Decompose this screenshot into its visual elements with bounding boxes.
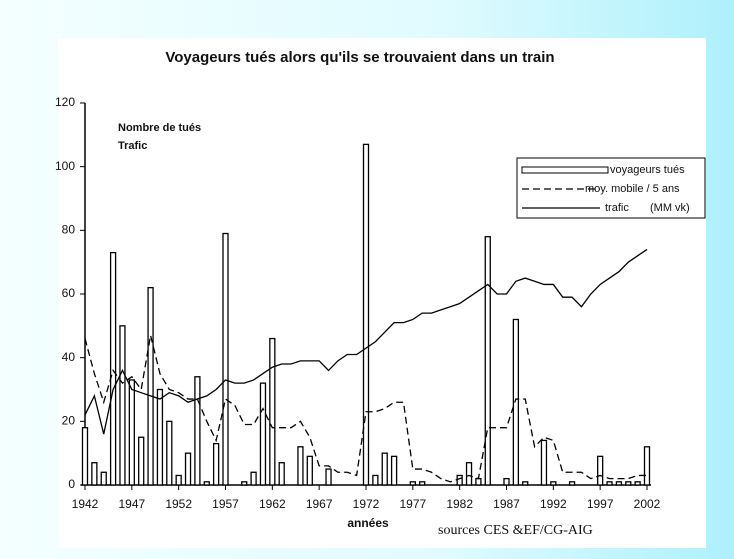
y-tick-label: 0 <box>68 477 75 491</box>
bar <box>512 318 520 486</box>
bar <box>503 477 510 486</box>
bar <box>166 420 173 486</box>
y-label: Nombre de tués <box>118 122 201 134</box>
line <box>84 248 648 435</box>
bar <box>419 481 426 486</box>
legend-label: trafic <box>605 202 629 214</box>
bar <box>568 481 576 486</box>
bar <box>381 452 388 486</box>
x-tick-label: 1957 <box>212 497 239 511</box>
bar <box>203 481 210 486</box>
bar <box>550 481 557 486</box>
bar <box>597 455 604 486</box>
bar <box>465 462 473 486</box>
legend-label: voyageurs tués <box>610 164 685 176</box>
bar <box>81 427 89 486</box>
bar <box>91 462 98 486</box>
bar <box>278 462 285 486</box>
x-tick-label: 1982 <box>446 497 473 511</box>
x-label: années <box>347 516 389 530</box>
x-tick-label: 2002 <box>634 497 661 511</box>
x-tick-label: 1962 <box>259 497 286 511</box>
bar <box>259 382 267 486</box>
bar <box>522 481 529 486</box>
y-tick-label: 100 <box>55 159 75 173</box>
bar <box>362 143 370 486</box>
y-tick-label: 80 <box>62 223 76 237</box>
bar <box>325 468 332 486</box>
bar <box>156 388 164 486</box>
bar <box>475 477 482 486</box>
bar <box>109 251 117 486</box>
legend-label: moy. mobile / 5 ans <box>585 183 680 195</box>
bar <box>128 379 135 486</box>
x-tick-label: 1952 <box>165 497 192 511</box>
bar <box>456 474 463 486</box>
bar <box>269 337 276 486</box>
x-tick-label: 1972 <box>353 497 380 511</box>
bar <box>212 442 220 486</box>
bar <box>100 471 107 486</box>
x-tick-label: 1997 <box>587 497 614 511</box>
bar <box>540 439 548 486</box>
bar <box>138 436 145 486</box>
bar <box>147 286 154 486</box>
y-tick-label: 20 <box>62 414 76 428</box>
bar <box>390 455 398 486</box>
x-tick-label: 1967 <box>306 497 333 511</box>
legend-swatch <box>521 166 609 174</box>
line <box>84 335 647 483</box>
bar <box>372 474 379 486</box>
x-tick-label: 1987 <box>493 497 520 511</box>
bar <box>297 446 304 486</box>
bar <box>250 471 257 486</box>
bar <box>241 481 248 486</box>
bar <box>615 481 623 486</box>
y-tick-label: 40 <box>62 350 76 364</box>
y-label: Trafic <box>118 140 147 152</box>
bar <box>625 481 632 486</box>
bar <box>175 474 182 486</box>
bar <box>606 481 613 486</box>
source: sources CES &EF/CG-AIG <box>438 523 593 538</box>
y-tick-label: 60 <box>62 286 76 300</box>
bar <box>194 376 201 486</box>
x-tick-label: 1992 <box>540 497 567 511</box>
bar <box>643 446 651 486</box>
bar <box>184 452 192 486</box>
bar <box>409 481 416 486</box>
chart-title: Voyageurs tués alors qu'ils se trouvaien… <box>165 49 554 66</box>
y-tick-label: 120 <box>55 95 75 109</box>
bar <box>119 325 126 486</box>
legend-unit: (MM vk) <box>650 202 690 214</box>
x-tick-label: 1947 <box>118 497 145 511</box>
bar <box>634 481 641 486</box>
bar <box>222 232 229 486</box>
bar <box>484 236 491 486</box>
x-tick-label: 1942 <box>72 497 99 511</box>
bar <box>306 455 313 486</box>
x-tick-label: 1977 <box>399 497 426 511</box>
